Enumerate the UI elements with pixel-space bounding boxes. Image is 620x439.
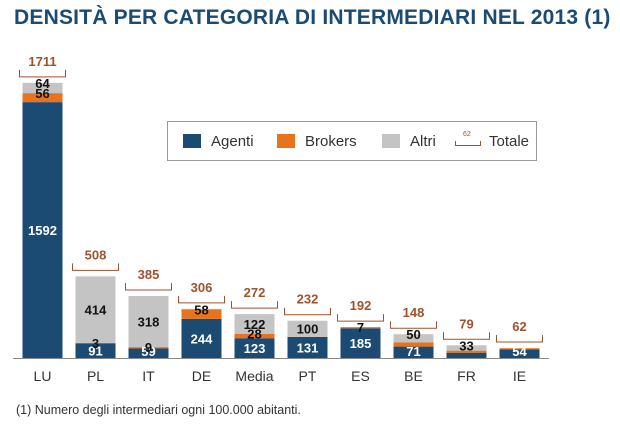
- legend-symbol-totale-number: 62: [463, 131, 471, 138]
- bar-agenti-be: [393, 346, 434, 358]
- total-label-de: 306: [191, 280, 213, 295]
- x-tick-label-ie: IE: [513, 368, 526, 384]
- bar-agenti-media: [234, 338, 275, 358]
- legend-symbol-totale: 62: [455, 131, 481, 148]
- bar-agenti-de: [181, 318, 222, 358]
- legend-item-agenti: Agenti: [183, 122, 254, 160]
- legend-label-brokers: Brokers: [305, 132, 357, 150]
- total-bracket-es: [337, 314, 384, 322]
- legend-label-totale: Totale: [489, 132, 530, 150]
- total-label-lu: 1711: [28, 54, 56, 69]
- x-tick-label-pl: PL: [87, 368, 104, 384]
- total-bracket-be: [390, 321, 437, 329]
- total-label-es: 192: [350, 298, 372, 313]
- segment-label-agenti-be: 71: [406, 344, 420, 359]
- legend-item-altri: Altri: [382, 122, 436, 160]
- bar-brokers-be: [393, 342, 434, 347]
- bar-agenti-pt: [287, 336, 328, 358]
- segment-label-brokers-media: 28: [247, 327, 261, 342]
- total-label-pt: 232: [297, 292, 319, 307]
- bar-brokers-ie: [499, 348, 540, 350]
- segment-label-altri-pt: 100: [297, 322, 319, 337]
- segment-label-brokers-lu: 56: [35, 86, 49, 101]
- total-label-pl: 508: [85, 247, 107, 262]
- segment-label-altri-fr: 33: [459, 338, 473, 353]
- bar-brokers-media: [234, 333, 275, 339]
- bar-brokers-fr: [446, 350, 487, 353]
- segment-label-agenti-lu: 1592: [28, 223, 57, 238]
- bar-brokers-it: [128, 347, 169, 349]
- total-label-ie: 62: [512, 319, 526, 334]
- x-tick-label-media: Media: [235, 368, 273, 384]
- legend-bracket-icon: [455, 141, 481, 146]
- bar-altri-lu: [22, 82, 63, 94]
- bar-altri-be: [393, 334, 434, 343]
- x-tick-label-be: BE: [404, 368, 423, 384]
- bar-altri-pl: [75, 276, 116, 343]
- legend-swatch-brokers: [277, 134, 295, 148]
- legend-label-agenti: Agenti: [211, 132, 254, 150]
- bar-agenti-pl: [75, 343, 116, 358]
- total-bracket-ie: [496, 335, 543, 343]
- total-bracket-it: [125, 282, 172, 291]
- total-bracket-media: [231, 301, 278, 309]
- segment-label-brokers-it: 9: [145, 340, 152, 355]
- bar-altri-pt: [287, 320, 328, 337]
- legend-item-brokers: Brokers: [277, 122, 357, 160]
- footnote: (1) Numero degli intermediari ogni 100.0…: [16, 403, 301, 417]
- chart-title: DENSITÀ PER CATEGORIA DI INTERMEDIARI NE…: [14, 6, 611, 29]
- bar-agenti-es: [340, 328, 381, 358]
- total-bracket-pt: [284, 307, 331, 316]
- segment-label-altri-pl: 414: [85, 303, 107, 318]
- segment-label-altri-lu: 64: [35, 76, 50, 91]
- x-tick-label-lu: LU: [34, 368, 52, 384]
- bar-brokers-es: [340, 327, 381, 329]
- segment-label-agenti-pl: 91: [88, 344, 102, 359]
- total-bracket-de: [178, 295, 225, 304]
- segment-label-agenti-it: 59: [141, 344, 155, 359]
- bar-altri-de: [181, 308, 222, 310]
- segment-label-agenti-de: 244: [191, 331, 213, 346]
- segment-label-altri-media: 122: [244, 317, 266, 332]
- total-label-be: 148: [403, 305, 425, 320]
- bar-brokers-de: [181, 309, 222, 319]
- segment-label-agenti-pt: 131: [297, 340, 319, 355]
- segment-label-agenti-media: 123: [244, 341, 266, 356]
- legend-label-altri: Altri: [410, 132, 436, 150]
- bar-brokers-lu: [22, 93, 63, 103]
- bar-agenti-ie: [499, 349, 540, 358]
- legend-item-totale: 62 Totale: [455, 122, 529, 160]
- bar-altri-fr: [446, 345, 487, 351]
- segment-label-agenti-es: 185: [350, 336, 372, 351]
- segment-label-brokers-de: 58: [194, 302, 208, 317]
- legend-swatch-altri: [382, 134, 400, 148]
- bar-altri-media: [234, 314, 275, 334]
- segment-label-brokers-pl: 3: [92, 336, 99, 351]
- bar-agenti-it: [128, 348, 169, 358]
- x-tick-label-de: DE: [192, 368, 211, 384]
- total-label-fr: 79: [459, 316, 473, 331]
- segment-label-brokers-es: 7: [357, 320, 364, 335]
- segment-label-agenti-ie: 54: [512, 344, 527, 359]
- total-label-it: 385: [138, 267, 160, 282]
- bar-agenti-fr: [446, 352, 487, 358]
- bar-agenti-lu: [22, 102, 63, 358]
- total-bracket-fr: [443, 332, 490, 340]
- legend-swatch-agenti: [183, 134, 201, 148]
- bar-altri-it: [128, 295, 169, 348]
- x-tick-label-fr: FR: [457, 368, 476, 384]
- total-bracket-lu: [19, 69, 66, 78]
- x-tick-label-pt: PT: [299, 368, 317, 384]
- total-bracket-pl: [72, 263, 119, 271]
- x-tick-label-it: IT: [142, 368, 155, 384]
- x-tick-label-es: ES: [351, 368, 370, 384]
- segment-label-altri-it: 318: [138, 315, 160, 330]
- segment-label-altri-be: 50: [406, 327, 420, 342]
- total-label-media: 272: [244, 285, 266, 300]
- chart-legend: Agenti Brokers Altri 62 Totale: [167, 121, 537, 161]
